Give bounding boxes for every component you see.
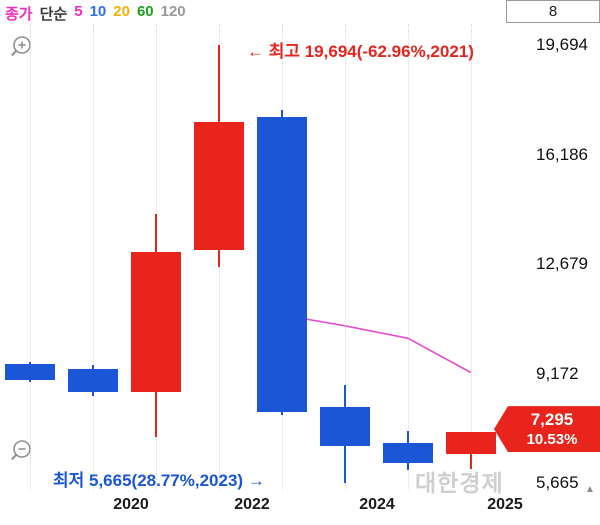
watermark: 대한경제	[415, 470, 504, 496]
legend-item-ma120: 120	[160, 3, 186, 20]
candle-body-2021	[194, 121, 244, 250]
x-axis-label: 2025	[487, 496, 523, 513]
x-axis-label: 2020	[113, 496, 149, 513]
x-axis-label: 2024	[359, 496, 395, 513]
scroll-up-icon[interactable]: ▲	[585, 484, 595, 495]
legend-item-close: 종가	[5, 6, 33, 23]
candle-body-2019	[68, 368, 118, 392]
legend-item-ma20: 20	[113, 3, 130, 20]
candle-body-2023	[320, 406, 370, 446]
legend-item-ma60: 60	[136, 3, 154, 20]
chart-gridline	[29, 24, 31, 490]
x-axis-label: 2022	[234, 496, 270, 513]
low-annotation: 최저 5,665(28.77%,2023) →	[53, 471, 265, 490]
legend-item-ma5: 5	[74, 3, 83, 20]
candle-body-2018	[5, 363, 55, 380]
chart-gridline	[344, 24, 346, 490]
current-change-percent: 10.53%	[526, 431, 578, 449]
chart-gridline	[470, 24, 472, 490]
high-annotation: ← 최고 19,694(-62.96%,2021)	[247, 42, 474, 61]
legend-item-ma10: 10	[89, 3, 107, 20]
ma-legend: 종가 단순 5 10 20 60 120	[5, 3, 186, 24]
legend-item-simple: 단순	[39, 6, 68, 23]
y-axis-label: 19,694	[536, 35, 588, 54]
ma5-line	[281, 314, 472, 374]
y-axis-label: 16,186	[536, 144, 588, 164]
current-price: 7,295	[530, 410, 574, 430]
candle-body-2025	[446, 432, 496, 454]
y-axis-label: 12,679	[536, 254, 588, 273]
candle-body-2022	[257, 116, 307, 412]
y-axis-label: 5,665	[536, 473, 579, 492]
current-price-badge: 7,295 10.53%	[494, 406, 600, 453]
chart-gridline	[407, 24, 409, 490]
chart-gridline	[92, 24, 94, 490]
y-axis-label: 9,172	[536, 363, 579, 383]
candle-body-2024	[383, 442, 433, 464]
candle-body-2020	[131, 252, 181, 392]
